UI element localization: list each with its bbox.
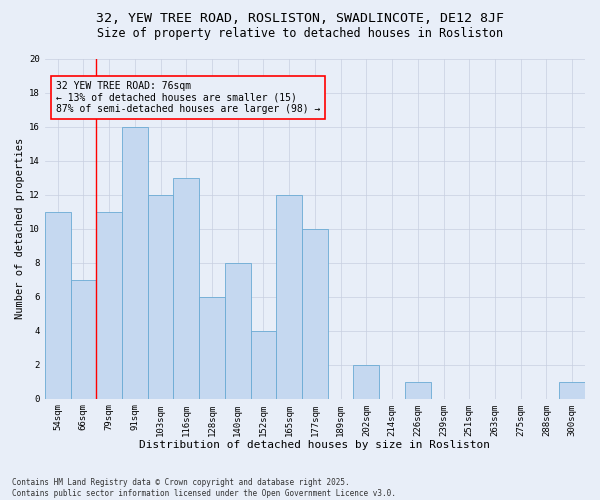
Text: Contains HM Land Registry data © Crown copyright and database right 2025.
Contai: Contains HM Land Registry data © Crown c… bbox=[12, 478, 396, 498]
Bar bbox=[302, 228, 328, 398]
Text: 32 YEW TREE ROAD: 76sqm
← 13% of detached houses are smaller (15)
87% of semi-de: 32 YEW TREE ROAD: 76sqm ← 13% of detache… bbox=[56, 80, 320, 114]
Bar bbox=[199, 296, 225, 398]
Bar bbox=[45, 212, 71, 398]
Bar bbox=[225, 262, 251, 398]
Y-axis label: Number of detached properties: Number of detached properties bbox=[15, 138, 25, 319]
Text: Size of property relative to detached houses in Rosliston: Size of property relative to detached ho… bbox=[97, 28, 503, 40]
Bar bbox=[173, 178, 199, 398]
Text: 32, YEW TREE ROAD, ROSLISTON, SWADLINCOTE, DE12 8JF: 32, YEW TREE ROAD, ROSLISTON, SWADLINCOT… bbox=[96, 12, 504, 26]
Bar bbox=[96, 212, 122, 398]
Bar bbox=[251, 330, 277, 398]
Bar bbox=[277, 194, 302, 398]
X-axis label: Distribution of detached houses by size in Rosliston: Distribution of detached houses by size … bbox=[139, 440, 490, 450]
Bar bbox=[353, 364, 379, 398]
Bar bbox=[559, 382, 585, 398]
Bar bbox=[405, 382, 431, 398]
Bar bbox=[71, 280, 96, 398]
Bar bbox=[148, 194, 173, 398]
Bar bbox=[122, 126, 148, 398]
